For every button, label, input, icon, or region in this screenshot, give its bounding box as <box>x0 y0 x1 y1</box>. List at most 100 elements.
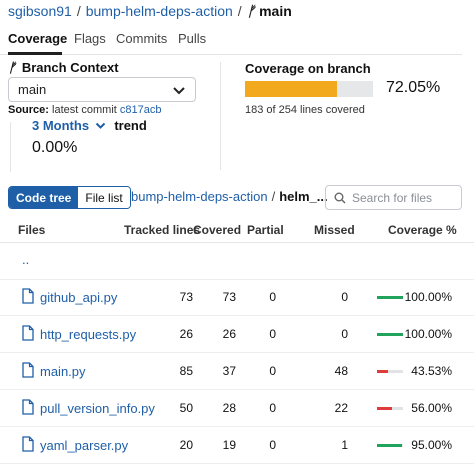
chevron-down-icon[interactable] <box>95 120 106 131</box>
coverage-progress-bar <box>245 81 373 97</box>
covered-value: 37 <box>222 364 236 378</box>
partial-value: 0 <box>269 438 276 452</box>
coverage-mini-fill <box>377 407 392 410</box>
parent-directory-row[interactable]: .. <box>0 244 474 280</box>
table-row[interactable]: github_api.py 73 73 0 0 100.00% <box>0 280 474 316</box>
tab-pulls[interactable]: Pulls <box>178 31 207 46</box>
file-icon <box>22 325 34 341</box>
covered-value: 73 <box>222 290 236 304</box>
partial-value: 0 <box>269 327 276 341</box>
covered-value: 19 <box>222 438 236 452</box>
table-row[interactable]: pull_version_info.py 50 28 0 22 56.00% <box>0 391 474 427</box>
coverage-percent-value: 100.00% <box>404 290 452 304</box>
trend-divider <box>10 122 11 172</box>
code-tree-button[interactable]: Code tree <box>9 187 79 208</box>
file-search <box>325 185 462 210</box>
covered-value: 28 <box>222 401 236 415</box>
tab-commits[interactable]: Commits <box>116 31 168 46</box>
breadcrumb-branch: main <box>259 3 292 19</box>
source-info: Source: latest commit c817acb <box>8 104 161 116</box>
coverage-mini-fill <box>377 333 403 336</box>
coverage-title: Coverage on branch <box>245 61 371 76</box>
tracked-lines-value: 26 <box>179 327 193 341</box>
trend-value: 0.00% <box>32 139 78 156</box>
active-tab-indicator <box>8 52 62 55</box>
file-name-link[interactable]: pull_version_info.py <box>40 401 155 416</box>
breadcrumb: sgibson91 / bump-helm-deps-action / ᚠ ma… <box>8 1 292 21</box>
section-divider <box>220 62 221 170</box>
header-missed[interactable]: Missed <box>314 223 355 237</box>
path-current: helm_... <box>279 189 328 204</box>
coverage-lines-text: 183 of 254 lines covered <box>245 104 365 116</box>
coverage-mini-bar <box>377 296 403 299</box>
coverage-percent: 72.05% <box>386 79 441 96</box>
table-row[interactable]: yaml_parser.py 20 19 0 1 95.00% <box>0 428 474 464</box>
search-icon <box>334 192 346 204</box>
coverage-percent-value: 100.00% <box>404 327 452 341</box>
file-path-breadcrumb: bump-helm-deps-action / helm_... <box>131 189 328 204</box>
tracked-lines-value: 50 <box>179 401 193 415</box>
branch-context-heading: ᚠ Branch Context <box>8 60 119 75</box>
coverage-mini-bar <box>377 370 403 373</box>
file-list-button[interactable]: File list <box>78 187 130 208</box>
tracked-lines-value: 73 <box>179 290 193 304</box>
tab-bar: Coverage Flags Commits Pulls <box>0 28 462 55</box>
branch-icon: ᚠ <box>8 60 16 75</box>
search-input[interactable] <box>352 189 458 206</box>
branch-context-title: Branch Context <box>21 60 119 75</box>
parent-directory-link[interactable]: .. <box>22 252 30 267</box>
file-name-link[interactable]: github_api.py <box>40 290 118 305</box>
branch-icon: ᚠ <box>246 3 256 19</box>
file-icon <box>22 362 34 378</box>
coverage-progress-fill <box>245 81 338 97</box>
breadcrumb-owner-link[interactable]: sgibson91 <box>8 3 72 19</box>
trend-label: trend <box>114 118 147 133</box>
breadcrumb-separator: / <box>76 3 81 19</box>
tab-flags[interactable]: Flags <box>74 31 106 46</box>
coverage-mini-fill <box>377 444 402 447</box>
breadcrumb-repo-link[interactable]: bump-helm-deps-action <box>85 3 233 19</box>
table-row[interactable]: main.py 85 37 0 48 43.53% <box>0 354 474 390</box>
coverage-percent-value: 95.00% <box>411 438 452 452</box>
tracked-lines-value: 85 <box>179 364 193 378</box>
chevron-down-icon <box>173 87 185 95</box>
file-icon <box>22 288 34 304</box>
header-partial[interactable]: Partial <box>247 223 284 237</box>
header-files[interactable]: Files <box>18 223 46 237</box>
coverage-percent-value: 43.53% <box>411 364 452 378</box>
coverage-mini-bar <box>377 407 403 410</box>
file-name-link[interactable]: http_requests.py <box>40 327 137 342</box>
file-name-link[interactable]: main.py <box>40 364 86 379</box>
file-icon <box>22 436 34 452</box>
breadcrumb-separator: / <box>237 3 242 19</box>
coverage-mini-bar <box>377 333 403 336</box>
file-name-link[interactable]: yaml_parser.py <box>40 438 129 453</box>
table-header: Files Tracked lines Covered Partial Miss… <box>0 216 474 243</box>
partial-value: 0 <box>269 364 276 378</box>
header-tracked-lines[interactable]: Tracked lines <box>124 223 201 237</box>
tracked-lines-value: 20 <box>179 438 193 452</box>
branch-select[interactable]: main <box>8 77 196 102</box>
commit-link[interactable]: c817acb <box>119 104 162 116</box>
missed-value: 0 <box>341 327 348 341</box>
source-label: Source: <box>8 104 49 116</box>
partial-value: 0 <box>269 401 276 415</box>
missed-value: 22 <box>334 401 348 415</box>
coverage-percent-value: 56.00% <box>411 401 452 415</box>
path-separator: / <box>271 189 276 204</box>
header-coverage[interactable]: Coverage % <box>388 223 457 237</box>
coverage-mini-fill <box>377 296 403 299</box>
path-root-link[interactable]: bump-helm-deps-action <box>131 189 268 204</box>
missed-value: 0 <box>341 290 348 304</box>
coverage-mini-fill <box>377 370 389 373</box>
trend-period-select[interactable]: 3 Months <box>32 118 90 133</box>
partial-value: 0 <box>269 290 276 304</box>
branch-select-value: main <box>18 82 47 97</box>
file-icon <box>22 399 34 415</box>
source-text: latest commit <box>52 104 117 116</box>
header-covered[interactable]: Covered <box>193 223 242 237</box>
table-row[interactable]: http_requests.py 26 26 0 0 100.00% <box>0 317 474 353</box>
missed-value: 1 <box>341 438 348 452</box>
covered-value: 26 <box>222 327 236 341</box>
tab-coverage[interactable]: Coverage <box>8 31 68 46</box>
